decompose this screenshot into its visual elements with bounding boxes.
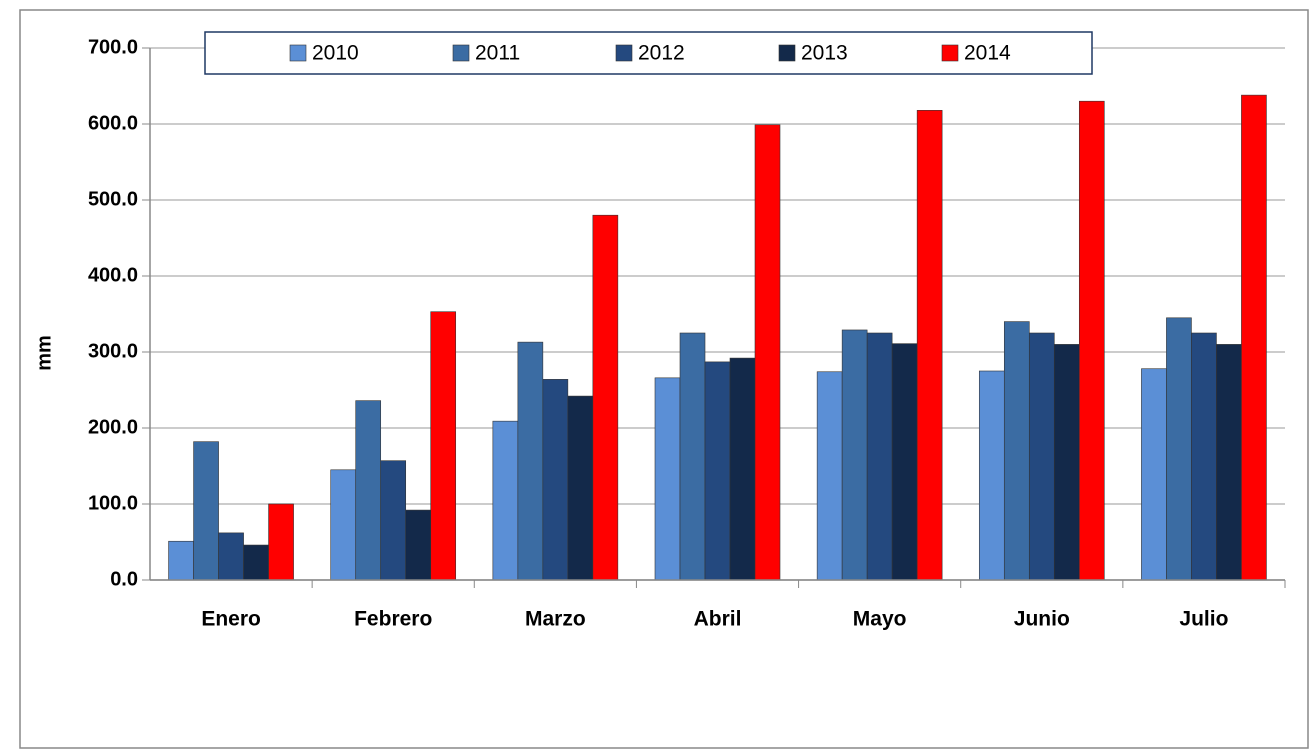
bar [841, 329, 868, 581]
legend-swatch [778, 44, 796, 62]
legend-swatch [615, 44, 633, 62]
bar [866, 332, 893, 581]
y-tick-label: 500.0 [88, 188, 138, 210]
legend-label: 2012 [638, 42, 685, 65]
bar [978, 370, 1005, 581]
bar [243, 544, 269, 581]
bar [492, 420, 519, 581]
y-tick-label: 100.0 [88, 492, 138, 514]
bar [816, 371, 843, 581]
bar [542, 379, 569, 581]
legend-label: 2013 [801, 42, 848, 65]
bar [517, 341, 544, 581]
bar [704, 361, 731, 581]
y-tick-label: 400.0 [88, 264, 138, 286]
legend-swatch [452, 44, 470, 62]
bar [1166, 317, 1192, 581]
bar [330, 469, 357, 581]
bar [193, 441, 219, 581]
bar [1191, 332, 1217, 581]
bar [355, 400, 382, 581]
legend-swatch [941, 44, 959, 62]
bar [168, 540, 194, 581]
bar [754, 124, 781, 581]
legend-label: 2011 [475, 42, 520, 65]
legend-box [204, 31, 1093, 75]
bar [405, 509, 432, 581]
bar [430, 311, 457, 581]
x-tick-label: Marzo [525, 608, 586, 631]
bar [891, 343, 918, 581]
y-axis-label: mm [33, 335, 55, 371]
bar [1028, 332, 1055, 581]
y-tick-label: 300.0 [88, 340, 138, 362]
legend-swatch [289, 44, 307, 62]
bar [1003, 321, 1030, 581]
bar [1141, 368, 1167, 581]
bar [268, 503, 294, 581]
y-tick-label: 0.0 [110, 568, 138, 590]
x-tick-label: Junio [1014, 608, 1070, 631]
y-tick-label: 700.0 [88, 36, 138, 58]
x-tick-label: Julio [1179, 608, 1228, 631]
legend-label: 2014 [964, 42, 1011, 65]
bar [380, 460, 407, 581]
y-tick-label: 600.0 [88, 112, 138, 134]
x-tick-label: Abril [694, 608, 742, 631]
x-tick-label: Enero [201, 608, 261, 631]
bar [1241, 94, 1267, 581]
bar [567, 395, 594, 581]
bar [1216, 344, 1242, 581]
bar [679, 332, 706, 581]
y-tick-label: 200.0 [88, 416, 138, 438]
x-tick-label: Febrero [354, 608, 432, 631]
bar [916, 110, 943, 581]
bar [218, 532, 244, 581]
bar [1053, 344, 1080, 581]
legend-label: 2010 [312, 42, 359, 65]
bar [729, 357, 756, 581]
bar [592, 214, 619, 581]
x-tick-label: Mayo [853, 608, 907, 631]
bar [654, 377, 681, 581]
bar [1078, 100, 1105, 581]
